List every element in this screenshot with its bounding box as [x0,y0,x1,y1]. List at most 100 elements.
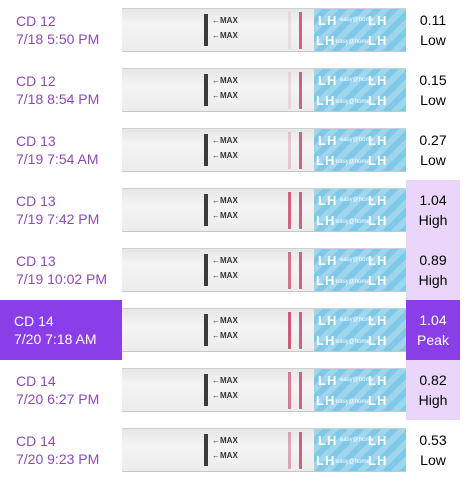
max-mark: ←MAX [212,436,238,445]
cycle-day: CD 13 [16,193,56,209]
test-strip-photo: ←MAX ←MAX LH LH LH LH easy@home easy@hom… [122,68,406,112]
lh-text: LH [368,253,388,268]
test-row-peak[interactable]: CD 14 7/20 7:18 AM ←MAX ←MAX LH LH LH LH… [0,300,474,360]
control-line [299,192,302,229]
strip-handle-band [204,74,208,106]
strip-handle-band [204,194,208,226]
brand-logo: easy@home [340,317,374,323]
strip-brand-area: LH LH LH LH easy@home easy@home [314,189,406,231]
brand-logo: easy@home [336,339,370,345]
test-label: CD 14 7/20 9:23 PM [8,420,120,480]
control-line [299,312,302,349]
strip-brand-area: LH LH LH LH easy@home easy@home [314,429,406,471]
strip-brand-area: LH LH LH LH easy@home easy@home [314,129,406,171]
test-label: CD 13 7/19 7:54 AM [8,120,120,180]
strip-brand-area: LH LH LH LH easy@home easy@home [314,69,406,111]
cycle-day: CD 14 [16,433,56,449]
brand-logo: easy@home [336,399,370,405]
test-datetime: 7/18 8:54 PM [16,91,100,107]
lh-text: LH [318,193,338,208]
max-mark: ←MAX [212,16,238,25]
control-line [299,372,302,409]
lh-result: 1.04 High [406,180,460,240]
lh-text: LH [368,373,388,388]
max-mark: ←MAX [212,211,238,220]
control-line [299,72,302,109]
lh-text: LH [368,73,388,88]
lh-ratio: 0.11 [419,12,447,28]
lh-text: LH [316,333,336,348]
brand-logo: easy@home [340,257,374,263]
strip-brand-area: LH LH LH LH easy@home easy@home [314,369,406,411]
test-label: CD 13 7/19 7:42 PM [8,180,120,240]
test-row[interactable]: CD 13 7/19 10:02 PM ←MAX ←MAX LH LH LH L… [0,240,474,300]
lh-text: LH [368,33,388,48]
lh-text: LH [368,13,388,28]
lh-result: 0.11 Low [406,0,460,60]
test-row[interactable]: CD 13 7/19 7:42 PM ←MAX ←MAX LH LH LH LH… [0,180,474,240]
lh-text: LH [368,153,388,168]
test-datetime: 7/18 5:50 PM [16,31,100,47]
max-mark: ←MAX [212,391,238,400]
brand-logo: easy@home [336,219,370,225]
brand-logo: easy@home [340,377,374,383]
lh-text: LH [316,33,336,48]
lh-level: Low [420,32,446,48]
cycle-day: CD 14 [14,313,54,329]
lh-ratio: 0.82 [419,372,447,388]
max-mark: ←MAX [212,76,238,85]
lh-result: 0.82 High [406,360,460,420]
test-row[interactable]: CD 12 7/18 8:54 PM ←MAX ←MAX LH LH LH LH… [0,60,474,120]
max-mark: ←MAX [212,331,238,340]
test-row[interactable]: CD 13 7/19 7:54 AM ←MAX ←MAX LH LH LH LH… [0,120,474,180]
test-label: CD 12 7/18 5:50 PM [8,0,120,60]
lh-text: LH [368,333,388,348]
lh-ratio: 0.15 [419,72,447,88]
brand-logo: easy@home [336,39,370,45]
test-datetime: 7/19 10:02 PM [16,271,108,287]
lh-result: 0.27 Low [406,120,460,180]
lh-text: LH [318,253,338,268]
strip-handle-band [204,374,208,406]
lh-ratio: 0.27 [419,132,447,148]
max-mark: ←MAX [212,31,238,40]
control-line [299,432,302,469]
test-row[interactable]: CD 12 7/18 5:50 PM ←MAX ←MAX LH LH LH LH… [0,0,474,60]
lh-ratio: 0.53 [419,432,447,448]
cycle-day: CD 12 [16,13,56,29]
max-mark: ←MAX [212,376,238,385]
max-mark: ←MAX [212,151,238,160]
max-mark: ←MAX [212,196,238,205]
test-strip-photo: ←MAX ←MAX LH LH LH LH easy@home easy@hom… [122,188,406,232]
test-line [288,432,291,469]
lh-text: LH [368,133,388,148]
lh-result: 0.53 Low [406,420,460,480]
lh-text: LH [318,73,338,88]
test-datetime: 7/19 7:54 AM [16,151,99,167]
max-mark: ←MAX [212,316,238,325]
max-mark: ←MAX [212,136,238,145]
test-strip-photo: ←MAX ←MAX LH LH LH LH easy@home easy@hom… [122,428,406,472]
max-mark: ←MAX [212,271,238,280]
lh-text: LH [316,273,336,288]
lh-text: LH [318,133,338,148]
lh-text: LH [316,213,336,228]
test-row[interactable]: CD 14 7/20 6:27 PM ←MAX ←MAX LH LH LH LH… [0,360,474,420]
test-row[interactable]: CD 14 7/20 9:23 PM ←MAX ←MAX LH LH LH LH… [0,420,474,480]
strip-brand-area: LH LH LH LH easy@home easy@home [314,309,406,351]
test-line [288,372,291,409]
cycle-day: CD 13 [16,133,56,149]
test-line [288,252,291,289]
strip-handle-band [204,14,208,46]
lh-text: LH [316,453,336,468]
lh-level: High [418,212,448,228]
cycle-day: CD 13 [16,253,56,269]
control-line [299,252,302,289]
max-mark: ←MAX [212,91,238,100]
test-line [288,72,291,109]
lh-level: High [418,392,448,408]
test-line [288,312,291,349]
lh-level: Peak [417,332,449,348]
lh-text: LH [368,273,388,288]
strip-handle-band [204,434,208,466]
